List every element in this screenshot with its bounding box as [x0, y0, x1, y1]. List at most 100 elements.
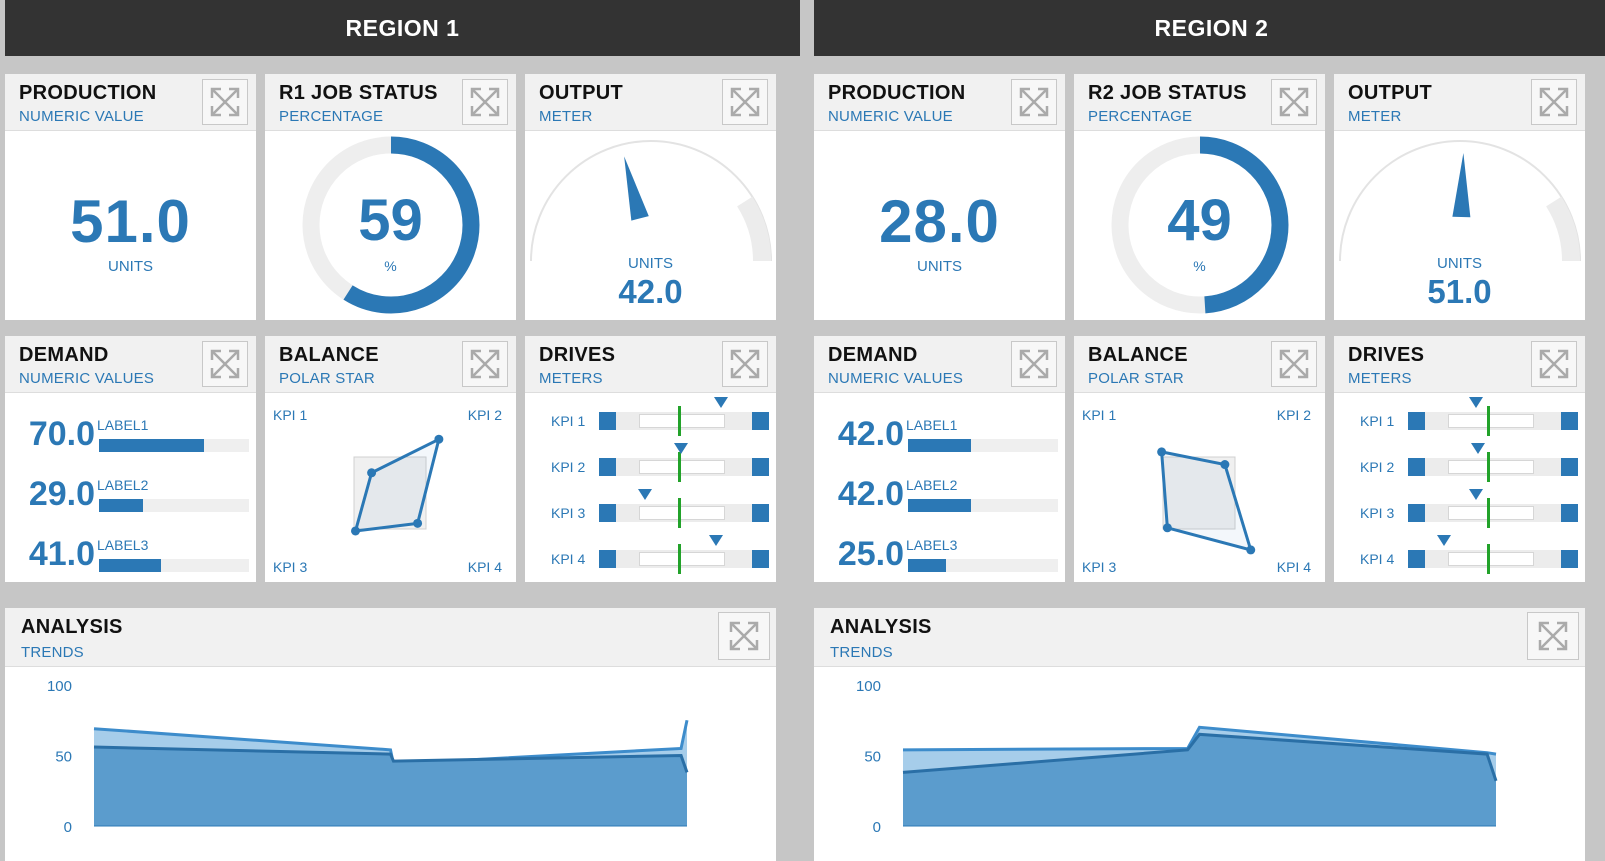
tile-header: DEMAND NUMERIC VALUES [5, 336, 256, 393]
demand-row: 25.0 LABEL3 [814, 519, 1065, 579]
expand-button[interactable] [718, 612, 770, 660]
demand-bar-fill [99, 499, 143, 512]
donut-progress-arc [302, 136, 480, 314]
tile-subtitle: NUMERIC VALUES [19, 370, 155, 387]
tile-title: BALANCE [1088, 344, 1188, 366]
meter-min-cap [1408, 412, 1425, 430]
polar-grid [1162, 456, 1236, 530]
demand-bar-fill [908, 439, 971, 452]
drive-meter [1408, 397, 1578, 436]
drive-meter-row: KPI 4 [525, 531, 776, 577]
expand-button[interactable] [462, 79, 508, 125]
tile-subtitle: PERCENTAGE [1088, 108, 1193, 125]
expand-button[interactable] [722, 79, 768, 125]
tile-title: DEMAND [19, 344, 109, 366]
tile-subtitle: METERS [539, 370, 603, 387]
meter-min-cap [599, 550, 616, 568]
tile-title: ANALYSIS [21, 616, 123, 638]
series-line [93, 745, 689, 773]
meter-max-cap [752, 504, 769, 522]
trends-area-chart: 0 50 100 [856, 678, 1498, 836]
output-unit: UNITS [1437, 255, 1482, 272]
meter-target-line [1486, 544, 1490, 574]
tile-body: UNITS 42.0 [525, 131, 776, 320]
meter-scale-arc [530, 140, 772, 262]
tile-body: KPI 1 KPI 2 [1334, 393, 1585, 582]
tile-body: 51.0 UNITS [5, 131, 256, 320]
tile-body: KPI 1 KPI 2 [525, 393, 776, 582]
expand-icon [730, 87, 760, 117]
expand-button[interactable] [202, 79, 248, 125]
tile-header: DRIVES METERS [525, 336, 776, 393]
expand-button[interactable] [1271, 79, 1317, 125]
meter-marker-icon [637, 489, 652, 500]
donut-gauge [302, 136, 480, 314]
balance-tile: BALANCE POLAR STAR KPI 1 KPI 2 KPI 3 KPI… [1074, 336, 1325, 582]
expand-icon [470, 349, 500, 379]
polar-point [434, 434, 444, 444]
trends-area-chart: 0 50 100 [47, 678, 689, 836]
meter-high-band [1546, 196, 1580, 261]
drive-meter [599, 535, 769, 574]
meter-range-band [1448, 552, 1534, 566]
drive-meter [599, 443, 769, 482]
drive-meter-row: KPI 1 [1334, 393, 1585, 439]
expand-icon [1539, 87, 1569, 117]
kpi-4-label: KPI 4 [1276, 559, 1311, 575]
demand-bar-fill [99, 559, 161, 572]
drive-label: KPI 2 [551, 459, 586, 475]
meter-min-cap [1408, 458, 1425, 476]
meter-max-cap [1561, 458, 1578, 476]
production-value: 28.0 [879, 188, 1000, 255]
expand-button[interactable] [462, 341, 508, 387]
y-tick-label: 100 [856, 678, 881, 695]
donut-gauge [1111, 136, 1289, 314]
expand-button[interactable] [1011, 79, 1057, 125]
tile-body: 49 % [1074, 131, 1325, 320]
tile-header: DRIVES METERS [1334, 336, 1585, 393]
polar-point [1220, 460, 1230, 470]
drive-meter [1408, 535, 1578, 574]
expand-button[interactable] [1271, 341, 1317, 387]
expand-button[interactable] [1527, 612, 1579, 660]
expand-button[interactable] [1011, 341, 1057, 387]
tile-subtitle: PERCENTAGE [279, 108, 384, 125]
kpi-2-label: KPI 2 [467, 407, 502, 423]
tile-body: 70.0 LABEL1 29.0 LABEL2 41.0 LABEL3 [5, 393, 256, 582]
drive-meter-row: KPI 2 [1334, 439, 1585, 485]
meter-target-line [1486, 452, 1490, 482]
expand-button[interactable] [722, 341, 768, 387]
polar-point [413, 518, 423, 528]
meter-marker-icon [673, 443, 688, 454]
demand-row: 29.0 LABEL2 [5, 459, 256, 519]
drives-tile: DRIVES METERS KPI 1 KPI 2 [1334, 336, 1585, 582]
y-tick-label: 50 [864, 749, 881, 766]
polar-star-chart [1157, 447, 1256, 555]
job-status-value: 59 [358, 188, 423, 253]
meter-target-line [677, 498, 681, 528]
demand-label: LABEL2 [97, 477, 149, 493]
meter-min-cap [599, 412, 616, 430]
kpi-2-label: KPI 2 [1276, 407, 1311, 423]
tile-header: BALANCE POLAR STAR [265, 336, 516, 393]
meter-min-cap [1408, 550, 1425, 568]
expand-button[interactable] [1531, 341, 1577, 387]
series-area [94, 747, 687, 826]
tile-header: BALANCE POLAR STAR [1074, 336, 1325, 393]
tile-subtitle: METERS [1348, 370, 1412, 387]
tile-header: OUTPUT METER [525, 74, 776, 131]
series-line [902, 732, 1498, 782]
demand-bar-fill [99, 439, 204, 452]
tile-header: R1 JOB STATUS PERCENTAGE [265, 74, 516, 131]
expand-icon [1279, 349, 1309, 379]
drive-label: KPI 2 [1360, 459, 1395, 475]
job-status-value: 49 [1167, 188, 1232, 253]
demand-tile: DEMAND NUMERIC VALUES 70.0 LABEL1 29.0 L… [5, 336, 256, 582]
tile-title: OUTPUT [539, 82, 624, 104]
expand-button[interactable] [1531, 79, 1577, 125]
demand-row: 42.0 LABEL2 [814, 459, 1065, 519]
drive-label: KPI 3 [1360, 505, 1395, 521]
meter-range-band [639, 414, 725, 428]
job-status-unit: % [384, 258, 397, 274]
expand-button[interactable] [202, 341, 248, 387]
